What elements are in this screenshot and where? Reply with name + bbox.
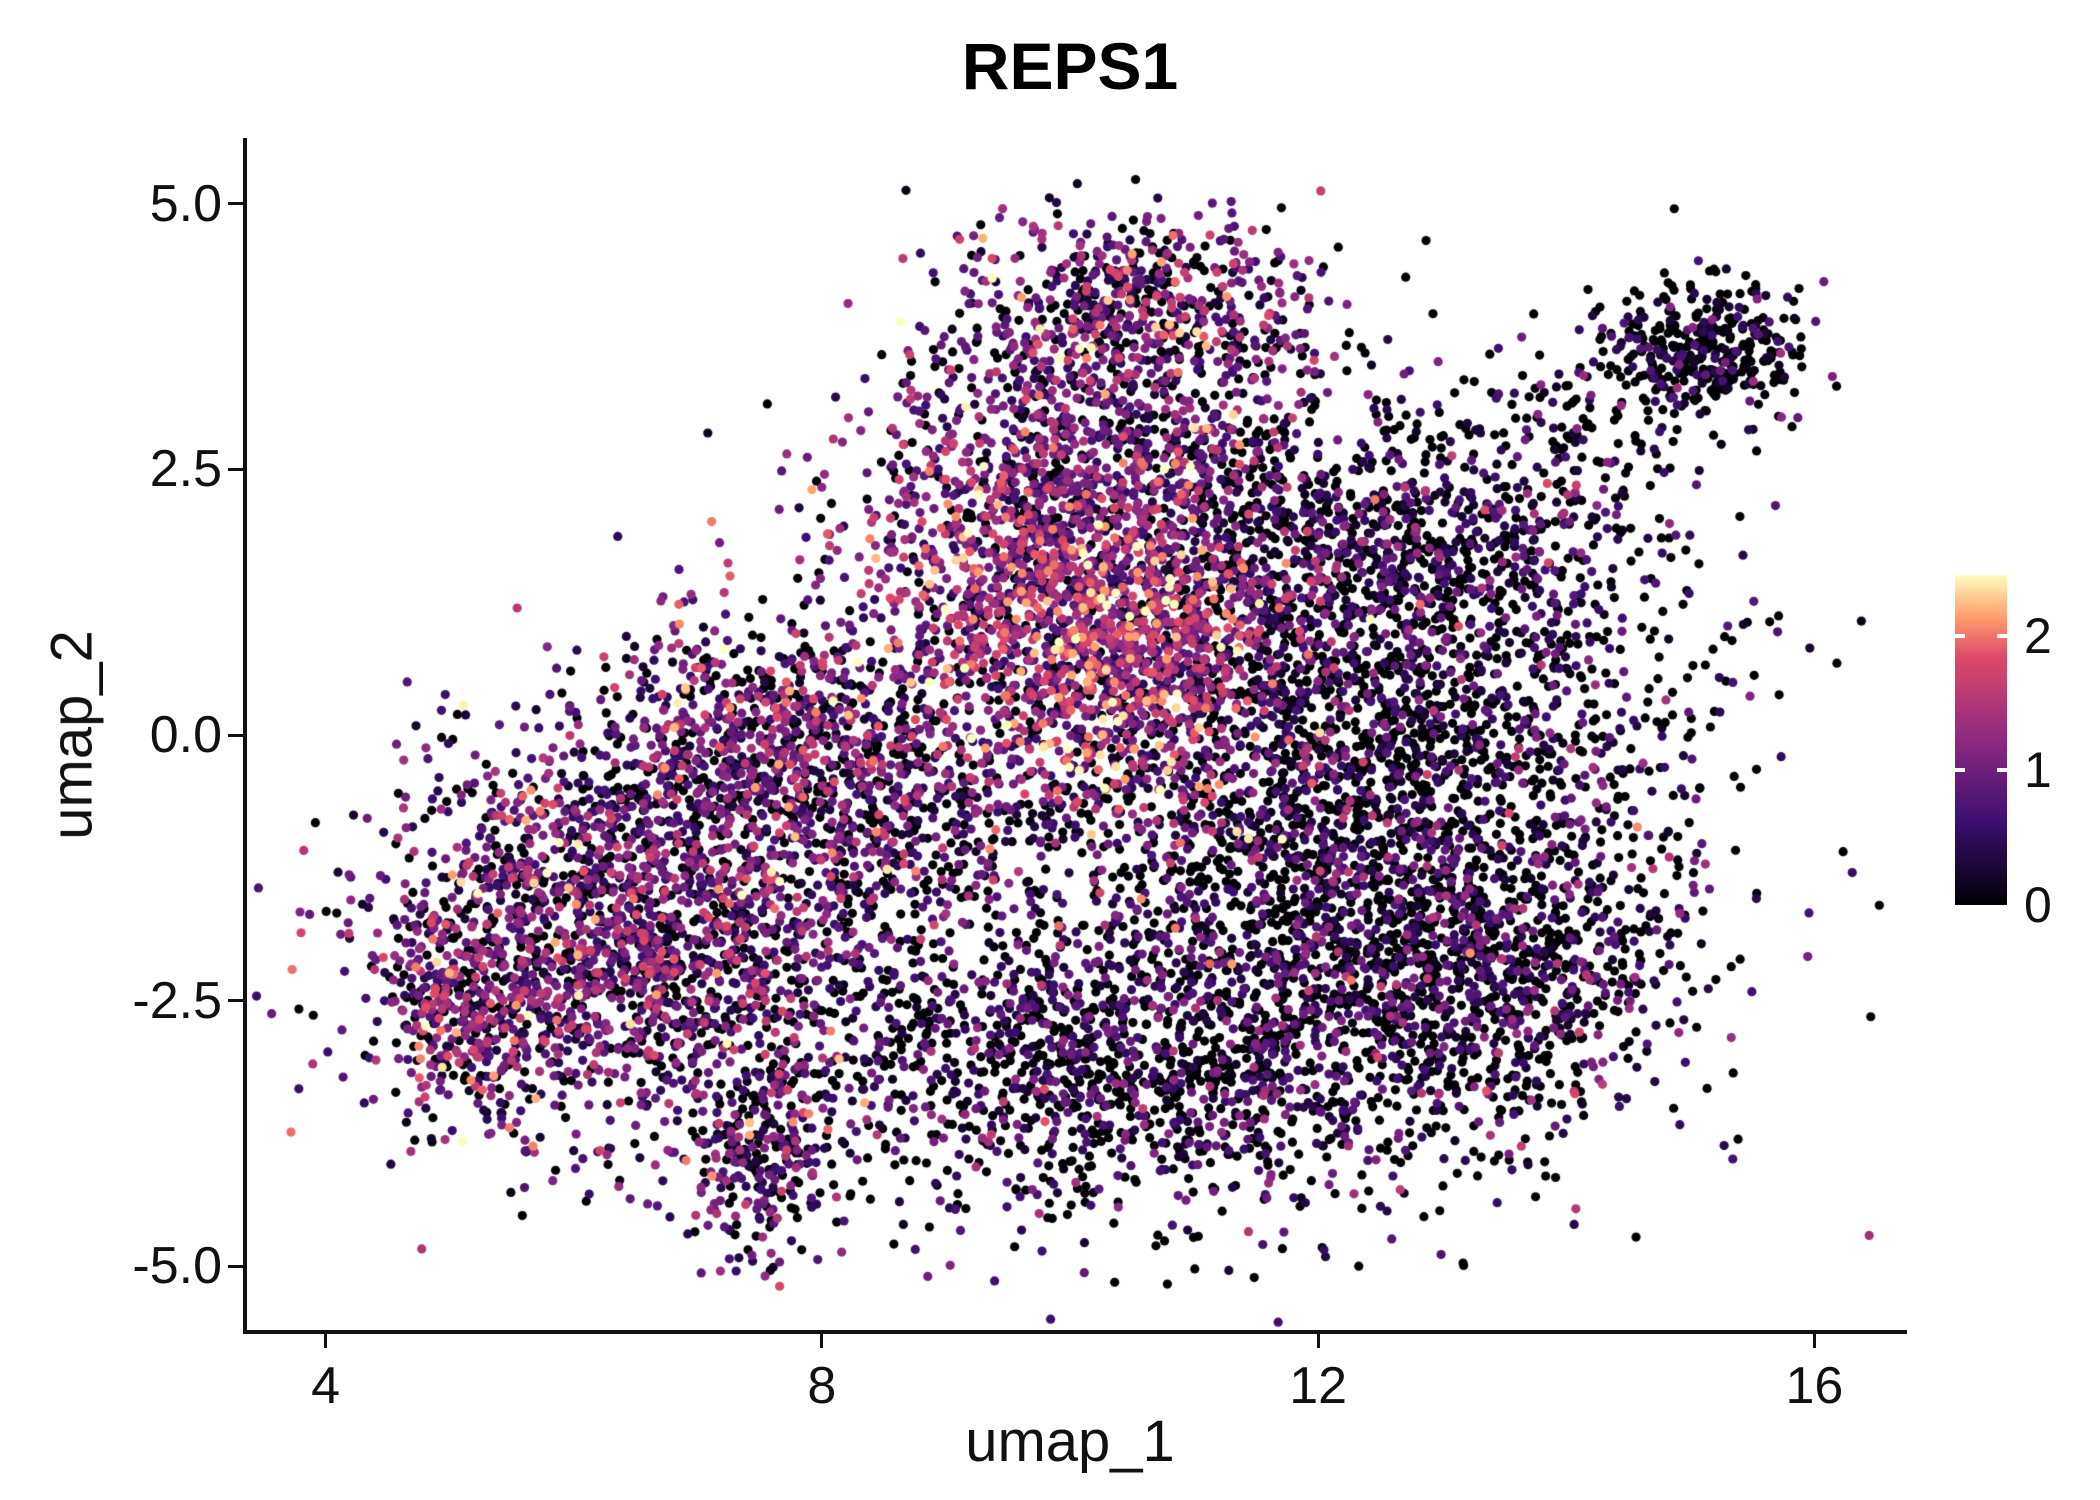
colorbar-tick-label: 0 [2024, 877, 2052, 933]
x-tick-label: 12 [1289, 1357, 1348, 1415]
plot-title: REPS1 [961, 29, 1179, 103]
colorbar-tick [1955, 633, 1965, 638]
x-tick-label: 4 [311, 1357, 341, 1415]
y-tick-label: 0.0 [149, 706, 222, 764]
y-axis-tick [228, 999, 244, 1003]
x-axis-tick [1812, 1332, 1816, 1348]
y-axis-tick [228, 467, 244, 471]
x-tick-label: 16 [1785, 1357, 1844, 1415]
y-tick-label: 5.0 [149, 174, 222, 233]
x-axis-tick [820, 1332, 824, 1348]
y-axis-title: umap_2 [39, 630, 105, 840]
colorbar-tick [1997, 633, 2007, 638]
x-tick-label: 8 [807, 1357, 837, 1415]
y-tick-label: -2.5 [132, 971, 222, 1030]
y-tick-label: 2.5 [149, 440, 222, 499]
y-axis-tick [228, 202, 244, 206]
colorbar [1955, 575, 2007, 905]
y-tick-label: -5.0 [132, 1237, 222, 1296]
colorbar-tick [1997, 768, 2007, 773]
y-axis-tick [228, 733, 244, 737]
x-axis-title: umap_1 [965, 1409, 1175, 1474]
x-axis-tick [324, 1332, 328, 1348]
colorbar-tick-label: 1 [2024, 742, 2052, 799]
colorbar-tick-label: 2 [2024, 607, 2052, 664]
x-axis-line [243, 1330, 1907, 1334]
colorbar-gradient [1955, 575, 2007, 905]
y-axis-line [243, 138, 247, 1334]
y-axis-tick [228, 1264, 244, 1268]
colorbar-tick [1955, 768, 1965, 773]
x-axis-tick [1316, 1332, 1320, 1348]
